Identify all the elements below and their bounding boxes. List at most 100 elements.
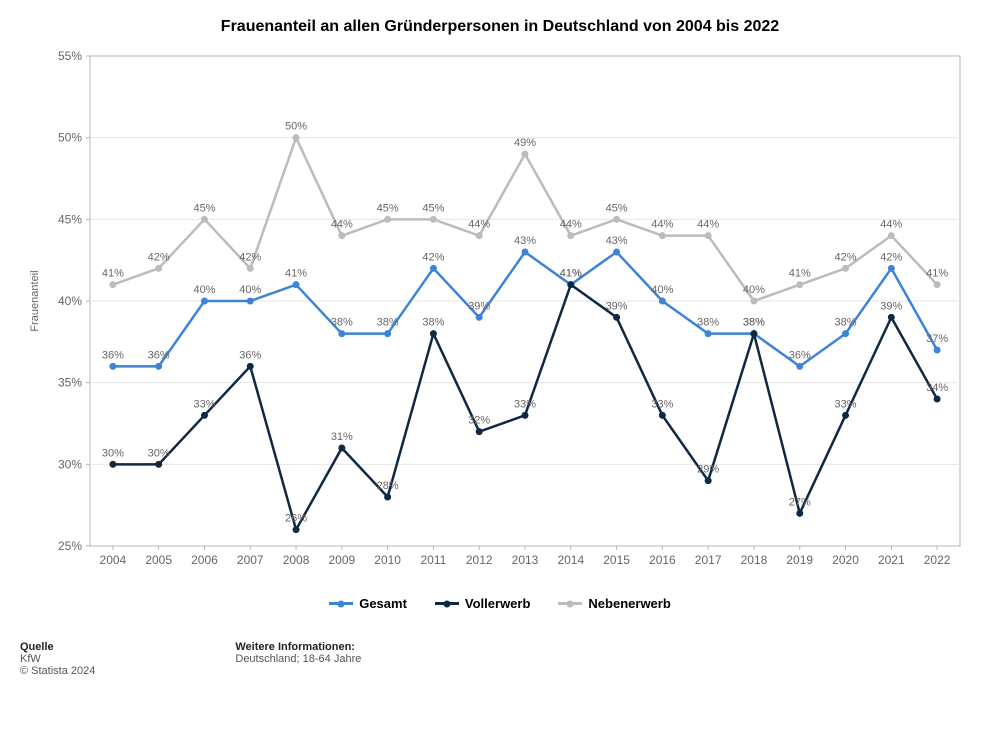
legend-label-nebenerwerb: Nebenerwerb xyxy=(588,596,670,611)
legend: Gesamt Vollerwerb Nebenerwerb xyxy=(0,596,1000,611)
info-block: Weitere Informationen: Deutschland; 18-6… xyxy=(235,641,361,677)
svg-text:50%: 50% xyxy=(58,131,82,145)
svg-text:42%: 42% xyxy=(422,251,444,263)
svg-text:25%: 25% xyxy=(58,539,82,553)
svg-text:40%: 40% xyxy=(239,284,261,296)
svg-text:2011: 2011 xyxy=(421,553,447,567)
info-text: Deutschland; 18-64 Jahre xyxy=(235,653,361,665)
svg-text:41%: 41% xyxy=(789,268,811,280)
svg-text:2019: 2019 xyxy=(786,553,813,567)
legend-label-gesamt: Gesamt xyxy=(359,596,407,611)
legend-swatch-gesamt xyxy=(329,602,353,605)
svg-text:2013: 2013 xyxy=(512,553,539,567)
svg-text:43%: 43% xyxy=(514,235,536,247)
svg-text:35%: 35% xyxy=(58,376,82,390)
legend-swatch-vollerwerb xyxy=(435,602,459,605)
svg-text:2006: 2006 xyxy=(191,553,218,567)
svg-text:31%: 31% xyxy=(331,431,353,443)
svg-text:39%: 39% xyxy=(606,300,628,312)
svg-text:33%: 33% xyxy=(514,398,536,410)
svg-text:39%: 39% xyxy=(880,300,902,312)
svg-text:33%: 33% xyxy=(835,398,857,410)
svg-text:34%: 34% xyxy=(926,382,948,394)
svg-text:38%: 38% xyxy=(835,317,857,329)
svg-text:2009: 2009 xyxy=(328,553,355,567)
svg-text:44%: 44% xyxy=(651,219,673,231)
svg-text:45%: 45% xyxy=(193,202,215,214)
svg-text:43%: 43% xyxy=(606,235,628,247)
svg-text:2018: 2018 xyxy=(741,553,768,567)
svg-text:36%: 36% xyxy=(148,349,170,361)
svg-text:44%: 44% xyxy=(468,219,490,231)
svg-text:33%: 33% xyxy=(651,398,673,410)
svg-text:41%: 41% xyxy=(102,268,124,280)
svg-text:42%: 42% xyxy=(880,251,902,263)
svg-text:2007: 2007 xyxy=(237,553,264,567)
svg-text:27%: 27% xyxy=(789,496,811,508)
svg-text:30%: 30% xyxy=(102,447,124,459)
svg-text:38%: 38% xyxy=(697,317,719,329)
svg-text:42%: 42% xyxy=(239,251,261,263)
svg-text:45%: 45% xyxy=(377,202,399,214)
svg-text:29%: 29% xyxy=(697,464,719,476)
source-text: KfW xyxy=(20,653,95,665)
svg-text:Frauenanteil: Frauenanteil xyxy=(29,270,41,331)
svg-text:42%: 42% xyxy=(148,251,170,263)
legend-item-nebenerwerb[interactable]: Nebenerwerb xyxy=(558,596,670,611)
svg-text:2008: 2008 xyxy=(283,553,310,567)
svg-text:50%: 50% xyxy=(285,121,307,133)
svg-text:44%: 44% xyxy=(697,219,719,231)
svg-text:2017: 2017 xyxy=(695,553,722,567)
svg-text:55%: 55% xyxy=(58,49,82,63)
legend-item-gesamt[interactable]: Gesamt xyxy=(329,596,407,611)
svg-text:44%: 44% xyxy=(331,219,353,231)
svg-text:42%: 42% xyxy=(835,251,857,263)
line-chart: 25% 30% 35% 40% 45% 50% 55% 2004 2005 2006 2007 200… xyxy=(20,46,980,586)
svg-text:2015: 2015 xyxy=(603,553,630,567)
svg-text:2014: 2014 xyxy=(557,553,584,567)
source-block: Quelle KfW © Statista 2024 xyxy=(20,641,95,677)
svg-text:2022: 2022 xyxy=(924,553,951,567)
svg-text:40%: 40% xyxy=(651,284,673,296)
svg-text:2016: 2016 xyxy=(649,553,676,567)
svg-text:37%: 37% xyxy=(926,333,948,345)
svg-text:41%: 41% xyxy=(285,268,307,280)
svg-text:45%: 45% xyxy=(606,202,628,214)
svg-text:40%: 40% xyxy=(743,284,765,296)
svg-text:38%: 38% xyxy=(377,317,399,329)
svg-text:2010: 2010 xyxy=(374,553,401,567)
svg-text:30%: 30% xyxy=(58,457,82,471)
svg-text:40%: 40% xyxy=(58,294,82,308)
svg-text:2005: 2005 xyxy=(145,553,172,567)
legend-swatch-nebenerwerb xyxy=(558,602,582,605)
svg-text:38%: 38% xyxy=(331,317,353,329)
svg-text:2020: 2020 xyxy=(832,553,859,567)
svg-text:41%: 41% xyxy=(926,268,948,280)
svg-text:33%: 33% xyxy=(193,398,215,410)
legend-label-vollerwerb: Vollerwerb xyxy=(465,596,531,611)
svg-text:2012: 2012 xyxy=(466,553,493,567)
svg-text:36%: 36% xyxy=(789,349,811,361)
chart-footer: Quelle KfW © Statista 2024 Weitere Infor… xyxy=(20,641,980,677)
svg-text:45%: 45% xyxy=(422,202,444,214)
chart-title: Frauenanteil an allen Gründerpersonen in… xyxy=(0,0,1000,46)
info-heading: Weitere Informationen: xyxy=(235,641,361,653)
svg-text:45%: 45% xyxy=(58,212,82,226)
source-heading: Quelle xyxy=(20,641,95,653)
svg-text:36%: 36% xyxy=(239,349,261,361)
svg-text:36%: 36% xyxy=(102,349,124,361)
copyright-text: © Statista 2024 xyxy=(20,665,95,677)
svg-text:39%: 39% xyxy=(468,300,490,312)
svg-text:38%: 38% xyxy=(743,317,765,329)
svg-text:40%: 40% xyxy=(193,284,215,296)
svg-text:49%: 49% xyxy=(514,137,536,149)
svg-text:30%: 30% xyxy=(148,447,170,459)
svg-text:32%: 32% xyxy=(468,415,490,427)
svg-text:44%: 44% xyxy=(560,219,582,231)
svg-text:41%: 41% xyxy=(560,268,582,280)
svg-text:28%: 28% xyxy=(377,480,399,492)
svg-text:2004: 2004 xyxy=(100,553,127,567)
svg-text:26%: 26% xyxy=(285,513,307,525)
legend-item-vollerwerb[interactable]: Vollerwerb xyxy=(435,596,531,611)
svg-text:2021: 2021 xyxy=(878,553,905,567)
